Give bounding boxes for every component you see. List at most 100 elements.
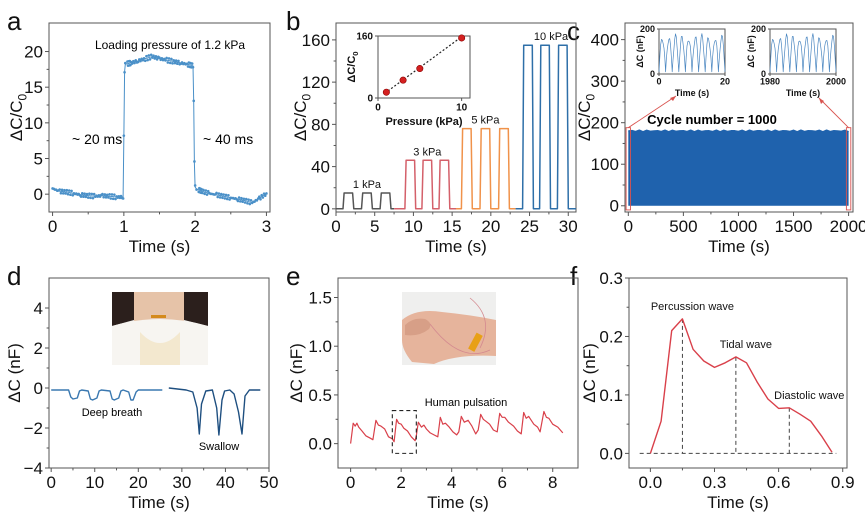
response-line — [52, 56, 267, 204]
y-tick-label: 0 — [610, 197, 619, 216]
data-point — [139, 59, 142, 63]
x-tick-label: 0 — [48, 217, 57, 236]
data-point — [195, 188, 198, 191]
data-point — [86, 196, 90, 199]
data-point — [190, 62, 194, 65]
data-point — [61, 192, 65, 195]
data-point — [136, 60, 140, 64]
data-point — [260, 193, 263, 197]
y-axis-label: ΔC/C0 — [346, 51, 360, 82]
y-tick-label: 400 — [591, 31, 619, 50]
x-axis-label: Time (s) — [128, 493, 190, 512]
data-point — [171, 62, 174, 65]
x-tick-label: 0.3 — [703, 473, 727, 492]
panel-b-inset: 0 10 0 160 Pressure (kPa) ΔC/C0 — [346, 32, 471, 128]
data-point — [109, 197, 113, 200]
x-tick-label: 10 — [85, 473, 104, 492]
fit-line — [384, 36, 462, 94]
panel-c-chart: Cycle number = 1000 0 500 1000 1500 20000100… — [575, 22, 865, 256]
data-point — [243, 201, 247, 204]
data-point — [158, 56, 161, 59]
data-point — [80, 192, 84, 195]
x-axis-label: Pressure (kPa) — [385, 116, 462, 128]
x-tick-label: 50 — [260, 473, 279, 492]
data-point — [173, 61, 177, 65]
plot-frame — [769, 28, 837, 75]
y-axis-label: ΔC (nF) — [635, 35, 645, 67]
data-point — [105, 193, 109, 197]
x-tick-label: 6 — [497, 473, 506, 492]
data-point — [202, 188, 205, 192]
panel-e-chart: 0 2 4 6 8 0.0 0.5 1.0 1.5 Time (s) ΔC (nF) Human p… — [287, 277, 579, 512]
y-axis-label: ΔC (nF) — [5, 343, 24, 403]
data-point — [149, 53, 153, 57]
plot-frame — [624, 22, 854, 213]
y-tick-label: 0 — [34, 185, 43, 204]
data-point — [103, 193, 107, 196]
x-tick-label: 0 — [656, 77, 661, 87]
y-axis-label: ΔC/C0 — [291, 93, 313, 141]
data-point — [204, 189, 208, 192]
x-tick-label: 500 — [669, 217, 697, 236]
data-point — [262, 192, 266, 195]
y-tick-label: 200 — [640, 24, 655, 34]
data-point — [148, 58, 152, 61]
data-point — [191, 65, 195, 69]
y-tick-label: 0 — [367, 94, 373, 105]
data-point — [142, 56, 146, 60]
data-point — [151, 56, 154, 59]
x-axis-label: Time (s) — [427, 493, 489, 512]
arrowhead — [670, 96, 676, 101]
data-point — [193, 160, 196, 163]
inset-data-point — [399, 76, 407, 84]
y-tick-label: 10 — [24, 114, 43, 133]
data-point — [79, 195, 83, 198]
y-tick-label: 0 — [34, 379, 43, 398]
data-point — [263, 194, 267, 198]
x-tick-label: 0 — [46, 473, 55, 492]
data-point — [90, 192, 94, 196]
inset-data-point — [416, 65, 424, 73]
data-point — [146, 58, 149, 62]
data-point — [83, 192, 86, 196]
y-tick-label: 0 — [761, 69, 766, 79]
y-axis-label: ΔC/C0 — [575, 93, 597, 141]
x-tick-label: 0 — [346, 473, 355, 492]
data-point — [58, 188, 61, 191]
x-tick-label: 5 — [370, 217, 379, 236]
x-tick-label: 25 — [520, 217, 539, 236]
data-point — [240, 196, 243, 200]
y-tick-label: 0 — [650, 69, 655, 79]
data-point — [174, 59, 178, 62]
panel-d-deep-breath-label: Deep breath — [82, 407, 143, 419]
inset-signal — [658, 33, 726, 73]
series-label: 1 kPa — [353, 179, 382, 191]
data-point — [133, 61, 136, 65]
x-tick-label: 1980 — [760, 77, 780, 87]
x-tick-label: 0.6 — [767, 473, 791, 492]
x-tick-label: 3 — [262, 217, 271, 236]
panel-a-chart: Loading pressure of 1.2 kPa ~ 20 ms ~ 40… — [7, 22, 271, 256]
y-tick-label: 15 — [24, 78, 43, 97]
data-point — [223, 197, 227, 200]
x-tick-label: 20 — [129, 473, 148, 492]
data-point — [246, 201, 249, 205]
y-tick-label: 40 — [311, 158, 330, 177]
neck-sensor-photo — [112, 292, 208, 365]
data-point — [88, 192, 91, 195]
data-point — [66, 192, 70, 196]
data-point — [145, 54, 148, 58]
inset-data-point — [382, 88, 390, 96]
data-point — [221, 196, 224, 200]
data-point — [247, 198, 250, 201]
data-point — [215, 191, 218, 195]
data-point — [153, 57, 157, 60]
x-tick-label: 2000 — [830, 217, 865, 236]
panel-d-swallow-label: Swallow — [199, 441, 239, 453]
data-point — [141, 58, 145, 62]
data-point — [177, 59, 180, 63]
x-tick-label: 2 — [190, 217, 199, 236]
series-line-5-kPa — [456, 127, 516, 210]
